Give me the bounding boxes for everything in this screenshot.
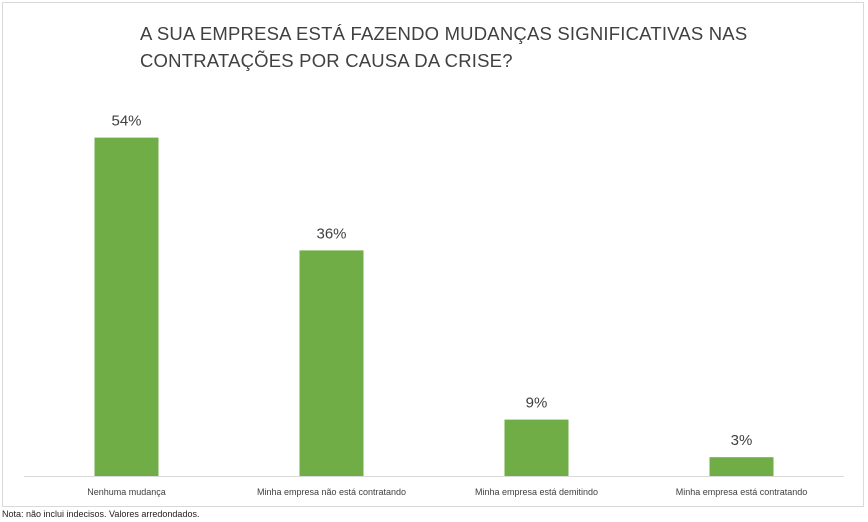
bar-0	[94, 137, 159, 476]
category-label-1: Minha empresa não está contratando	[257, 487, 406, 497]
data-label-1: 36%	[316, 225, 346, 242]
footnote: Nota: não inclui indecisos. Valores arre…	[2, 509, 200, 519]
data-label-3: 3%	[731, 432, 753, 449]
category-label-0: Nenhuma mudança	[87, 487, 166, 497]
bar-2	[504, 419, 569, 476]
data-label-2: 9%	[526, 395, 548, 412]
data-label-0: 54%	[111, 113, 141, 130]
chart-title-line-2: CONTRATAÇÕES POR CAUSA DA CRISE?	[140, 50, 513, 71]
category-label-3: Minha empresa está contratando	[676, 487, 808, 497]
category-label-2: Minha empresa está demitindo	[475, 487, 598, 497]
chart-title: A SUA EMPRESA ESTÁ FAZENDO MUDANÇAS SIGN…	[140, 20, 780, 74]
chart-title-line-1: A SUA EMPRESA ESTÁ FAZENDO MUDANÇAS SIGN…	[140, 23, 748, 44]
bar-1	[299, 250, 364, 476]
bar-3	[709, 457, 774, 476]
